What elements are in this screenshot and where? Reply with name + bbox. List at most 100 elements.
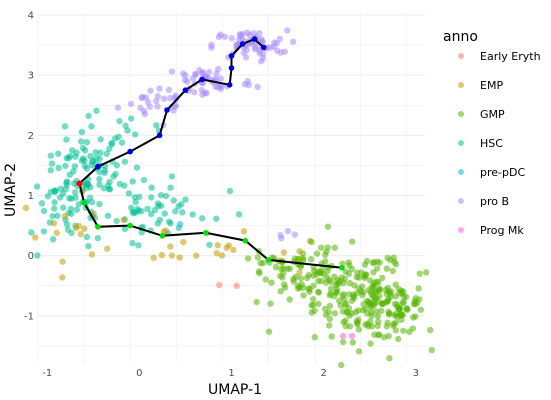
- point-gmp: [268, 279, 275, 286]
- point-gmp: [326, 302, 334, 310]
- point-hsc: [96, 175, 103, 183]
- point-hsc: [88, 123, 95, 130]
- point-hsc: [96, 168, 103, 176]
- point-hsc: [144, 205, 151, 213]
- point-gmp: [378, 274, 386, 282]
- point-gmp: [255, 268, 263, 275]
- point-gmp: [417, 306, 425, 314]
- point-pro-b: [168, 68, 176, 75]
- point-emp: [213, 249, 221, 257]
- point-gmp: [340, 290, 347, 298]
- trajectory-node: [164, 107, 170, 113]
- point-gmp: [262, 276, 269, 283]
- point-hsc: [55, 150, 62, 157]
- point-gmp: [322, 311, 330, 318]
- point-hsc: [40, 228, 48, 235]
- point-hsc: [62, 162, 69, 170]
- point-gmp: [336, 277, 344, 285]
- y-tick-labels: -1 0 1 2 3 4: [24, 11, 34, 323]
- point-gmp: [324, 244, 331, 251]
- point-hsc: [106, 185, 113, 193]
- point-hsc: [83, 233, 91, 241]
- point-gmp: [345, 270, 353, 277]
- trajectory-node: [95, 224, 101, 230]
- point-gmp: [385, 295, 392, 303]
- point-hsc: [49, 235, 57, 243]
- x-tick-label: 0: [136, 368, 142, 379]
- point-emp: [53, 229, 61, 237]
- point-gmp: [383, 323, 390, 330]
- legend: anno Early Eryth EMP GMP HSC pre-pDC pro B Pro…: [443, 29, 541, 237]
- point-emp: [176, 254, 183, 261]
- point-hsc: [138, 207, 145, 215]
- point-gmp: [422, 269, 430, 276]
- legend-key: [458, 140, 464, 146]
- point-pro-b: [215, 33, 223, 41]
- legend-key: [458, 111, 464, 117]
- point-hsc: [88, 198, 96, 206]
- point-hsc: [77, 138, 85, 145]
- point-gmp: [315, 289, 323, 296]
- trajectory-node: [242, 237, 249, 244]
- trajectory-lines: [76, 36, 345, 271]
- point-hsc: [199, 215, 206, 222]
- point-gmp: [395, 335, 402, 343]
- point-emp: [75, 222, 82, 230]
- point-gmp: [294, 282, 302, 289]
- point-hsc: [84, 181, 91, 188]
- point-gmp: [364, 320, 371, 328]
- point-gmp: [346, 312, 353, 319]
- point-pro-b: [221, 33, 229, 40]
- point-hsc: [182, 196, 189, 203]
- point-hsc: [121, 225, 129, 233]
- legend-label: Early Eryth: [480, 50, 541, 63]
- point-hsc: [44, 193, 52, 200]
- point-hsc: [100, 185, 108, 192]
- legend-key: [458, 169, 464, 175]
- point-hsc: [81, 162, 89, 170]
- point-gmp: [400, 327, 407, 334]
- point-gmp: [331, 273, 338, 280]
- trajectory-node: [228, 53, 235, 59]
- trajectory-node: [339, 264, 345, 271]
- point-emp: [59, 258, 66, 265]
- point-gmp: [376, 259, 383, 266]
- point-early-eryth: [233, 282, 240, 290]
- point-hsc: [96, 181, 103, 188]
- legend-key: [458, 227, 464, 233]
- point-gmp: [339, 338, 347, 346]
- point-pro-b: [216, 83, 224, 90]
- point-hsc: [118, 139, 126, 146]
- point-hsc: [97, 136, 104, 143]
- trajectory-root-node: [76, 180, 83, 187]
- point-hsc: [129, 208, 137, 216]
- point-hsc: [63, 136, 70, 143]
- point-gmp: [370, 279, 378, 286]
- legend-key: [458, 198, 464, 204]
- point-gmp: [353, 274, 360, 281]
- point-gmp: [398, 311, 405, 319]
- point-gmp: [363, 257, 371, 265]
- legend-key: [458, 82, 464, 88]
- point-gmp: [378, 307, 385, 315]
- trajectory-node: [260, 44, 267, 51]
- data-points: [22, 27, 436, 369]
- point-gmp: [317, 244, 325, 251]
- point-gmp: [415, 285, 422, 292]
- y-tick-label: -1: [24, 311, 34, 322]
- point-hsc: [87, 152, 94, 160]
- y-tick-label: 2: [28, 131, 34, 142]
- point-hsc: [132, 131, 139, 138]
- point-hsc: [206, 241, 213, 248]
- point-pro-b: [165, 86, 173, 94]
- point-pro-b: [213, 70, 220, 77]
- point-gmp: [331, 244, 338, 251]
- point-emp: [223, 244, 230, 252]
- point-hsc: [56, 194, 64, 201]
- point-gmp: [371, 331, 378, 338]
- point-gmp: [311, 267, 318, 275]
- point-gmp: [309, 296, 317, 303]
- point-gmp: [254, 254, 262, 261]
- point-gmp: [359, 289, 367, 296]
